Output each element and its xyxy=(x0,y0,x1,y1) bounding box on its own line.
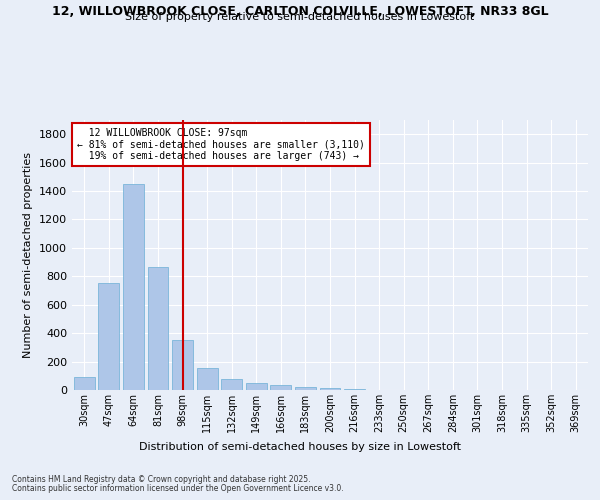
Text: 12 WILLOWBROOK CLOSE: 97sqm
← 81% of semi-detached houses are smaller (3,110)
  : 12 WILLOWBROOK CLOSE: 97sqm ← 81% of sem… xyxy=(77,128,365,162)
Bar xyxy=(197,368,218,390)
Bar xyxy=(123,184,144,390)
Text: Contains HM Land Registry data © Crown copyright and database right 2025.: Contains HM Land Registry data © Crown c… xyxy=(12,475,311,484)
Bar xyxy=(172,340,193,390)
Bar xyxy=(98,282,119,390)
Bar xyxy=(320,388,340,390)
Text: Size of property relative to semi-detached houses in Lowestoft: Size of property relative to semi-detach… xyxy=(125,12,475,22)
Bar xyxy=(221,378,242,390)
Bar xyxy=(148,267,169,390)
Bar xyxy=(271,385,292,390)
Text: Distribution of semi-detached houses by size in Lowestoft: Distribution of semi-detached houses by … xyxy=(139,442,461,452)
Text: Contains public sector information licensed under the Open Government Licence v3: Contains public sector information licen… xyxy=(12,484,344,493)
Text: 12, WILLOWBROOK CLOSE, CARLTON COLVILLE, LOWESTOFT, NR33 8GL: 12, WILLOWBROOK CLOSE, CARLTON COLVILLE,… xyxy=(52,5,548,18)
Bar xyxy=(74,376,95,390)
Bar xyxy=(295,387,316,390)
Bar xyxy=(344,389,365,390)
Bar xyxy=(246,382,267,390)
Y-axis label: Number of semi-detached properties: Number of semi-detached properties xyxy=(23,152,34,358)
